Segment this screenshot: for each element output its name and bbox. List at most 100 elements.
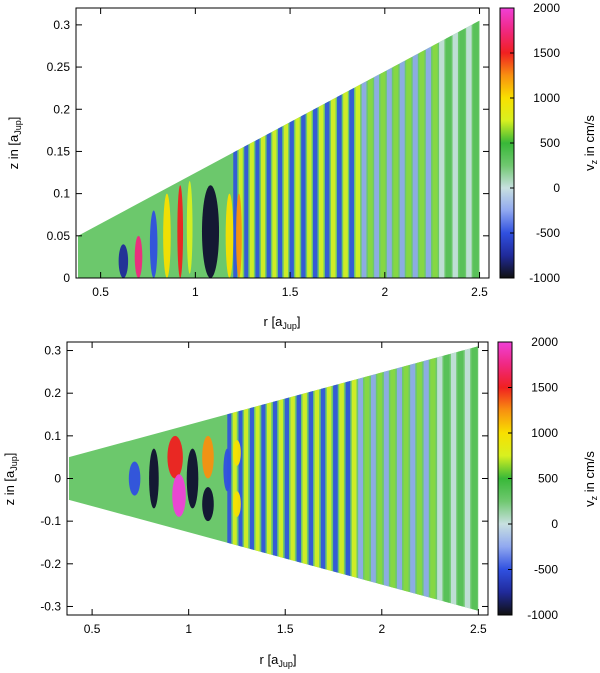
top-wave-band-negative: [277, 20, 283, 278]
bot-velocity-feature: [233, 491, 241, 517]
top-colorbar-tick-label: 500: [540, 136, 560, 150]
top-colorbar-tick-label: 0: [553, 181, 560, 195]
bottom-panel: 0.5 1 1.5 2 2.5 -0.3 -0.2 -0.1 0 0.1 0.2 0.3 r [aJ…: [2, 335, 599, 669]
top-y-tick-label: 0.3: [53, 18, 70, 32]
bot-y-tick-label: -0.1: [40, 514, 61, 528]
top-colorbar-tick-label: -1000: [529, 271, 560, 285]
top-x-axis-label: r [aJup]: [264, 314, 301, 331]
bot-wave-band-negative: [238, 346, 243, 611]
bot-y-tick-label: -0.2: [40, 557, 61, 571]
bot-wave-band-positive: [326, 346, 332, 611]
top-velocity-feature: [225, 193, 234, 278]
bot-wave-band-negative: [383, 346, 389, 611]
top-wave-band-positive: [406, 20, 412, 278]
bot-x-tick-label: 0.5: [84, 622, 101, 636]
bottom-y-axis-label: z in [aJup]: [2, 453, 19, 506]
bot-colorbar-tick-label: -1000: [527, 608, 558, 622]
top-colorbar-tick-label: -500: [536, 226, 560, 240]
top-y-tick-label: 0.2: [53, 102, 70, 116]
bot-velocity-feature: [233, 440, 241, 466]
top-colorbar-tick-label: 1000: [533, 91, 560, 105]
top-wave-band-negative: [439, 20, 445, 278]
bot-wave-band-positive: [364, 346, 370, 611]
bot-colorbar-tick-label: 2000: [531, 335, 558, 349]
top-panel: 0.5 1 1.5 2 2.5 0 0.05 0.1 0.15 0.2 0.25 0.3 r [aJ…: [6, 1, 599, 331]
bot-velocity-feature: [202, 487, 214, 522]
bot-wave-band-negative: [464, 346, 471, 611]
bot-wave-band-negative: [261, 346, 266, 611]
top-y-tick-label: 0.05: [47, 229, 71, 243]
bot-wave-band-positive: [443, 346, 450, 611]
top-wave-band-negative: [266, 20, 271, 278]
top-wave-band-negative: [374, 20, 380, 278]
bot-wave-band-negative: [284, 346, 290, 611]
bot-velocity-feature: [128, 461, 141, 496]
top-wave-band-positive: [343, 20, 348, 278]
bot-wave-band-positive: [471, 346, 478, 611]
top-wave-band-positive: [295, 20, 300, 278]
bot-wave-band-positive: [278, 346, 283, 611]
top-x-axis: 0.5 1 1.5 2 2.5: [92, 8, 488, 299]
top-x-tick-label: 0.5: [92, 285, 109, 299]
top-velocity-feature: [201, 185, 220, 278]
top-wave-band-negative: [301, 20, 306, 278]
bot-wave-band-negative: [423, 346, 429, 611]
bot-wave-band-negative: [370, 346, 376, 611]
bot-wave-band-positive: [255, 346, 260, 611]
bot-x-tick-label: 2: [378, 622, 385, 636]
bot-wave-band-negative: [320, 346, 326, 611]
top-y-tick-label: 0.1: [53, 187, 70, 201]
top-wave-band-negative: [337, 20, 342, 278]
bot-velocity-feature: [202, 435, 214, 479]
bot-wave-band-positive: [267, 346, 272, 611]
bot-wave-band-positive: [457, 346, 464, 611]
top-wave-band-negative: [361, 20, 367, 278]
bot-velocity-feature: [167, 435, 183, 479]
top-velocity-feature: [163, 193, 171, 278]
bottom-velocity-field: [68, 346, 479, 611]
top-wave-band-negative: [386, 20, 392, 278]
top-wave-band-positive: [445, 20, 452, 278]
bot-colorbar-tick-label: -500: [534, 563, 558, 577]
bot-wave-band-positive: [430, 346, 436, 611]
bot-wave-band-positive: [314, 346, 320, 611]
bot-wave-band-negative: [345, 346, 351, 611]
top-wave-band-positive: [283, 20, 289, 278]
bottom-colorbar-label: vz in cm/s: [582, 451, 599, 507]
top-wave-band-positive: [419, 20, 425, 278]
top-velocity-feature: [134, 235, 143, 278]
top-wave-band-positive: [260, 20, 266, 278]
bot-wave-band-positive: [351, 346, 357, 611]
bot-wave-band-negative: [358, 346, 363, 611]
bot-velocity-feature: [172, 474, 186, 517]
bot-wave-band-positive: [416, 346, 422, 611]
top-colorbar-tick-label: 2000: [533, 1, 560, 15]
bot-wave-band-positive: [390, 346, 396, 611]
bot-wave-band-negative: [410, 346, 416, 611]
top-velocity-feature: [236, 193, 242, 278]
bot-wave-band-positive: [339, 346, 344, 611]
bot-colorbar-tick-label: 1500: [531, 381, 558, 395]
top-wave-band-positive: [459, 20, 465, 278]
bottom-x-axis: 0.5 1 1.5 2 2.5: [84, 342, 487, 636]
top-wave-band-positive: [473, 20, 479, 278]
top-x-tick-label: 1: [192, 285, 199, 299]
bot-wave-band-positive: [290, 346, 295, 611]
bot-wave-band-positive: [302, 346, 307, 611]
top-wave-band-negative: [452, 20, 458, 278]
bot-y-tick-label: 0.2: [44, 386, 61, 400]
top-wave-band-positive: [380, 20, 386, 278]
top-wave-band-positive: [249, 20, 254, 278]
bot-wave-band-negative: [437, 346, 443, 611]
bot-wave-band-negative: [308, 346, 314, 611]
bottom-colorbar: -1000 -500 0 500 1000 1500 2000 vz in cm/s: [497, 335, 599, 622]
top-wave-band-positive: [307, 20, 312, 278]
top-wave-band-positive: [331, 20, 336, 278]
top-wave-band-positive: [393, 20, 399, 278]
top-wave-band-negative: [312, 20, 318, 278]
top-wave-band-negative: [255, 20, 260, 278]
bot-wave-band-negative: [272, 346, 278, 611]
top-velocity-feature: [149, 210, 158, 278]
bot-colorbar-tick-label: 0: [551, 517, 558, 531]
top-velocity-feature: [118, 244, 129, 278]
